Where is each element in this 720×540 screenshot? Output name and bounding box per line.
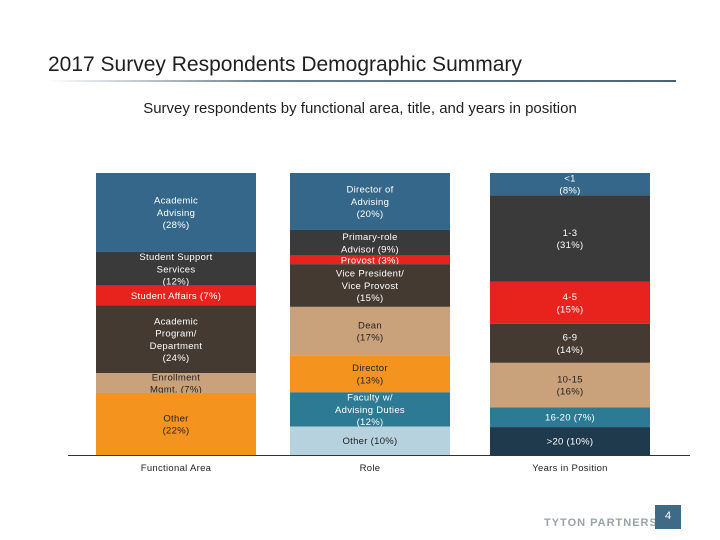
bar-segment-years-in-position-6 <box>490 427 650 455</box>
bar-segment-role-7 <box>290 426 450 455</box>
bar-segment-role-3 <box>290 264 450 307</box>
bar-segment-role-1 <box>290 229 450 256</box>
segment-label-years-in-position-6: >20 (10%) <box>547 436 594 447</box>
bar-segment-role-5 <box>290 355 450 393</box>
segment-label-years-in-position-1: 1-3 (31%) <box>557 228 584 251</box>
page-title: 2017 Survey Respondents Demographic Summ… <box>48 53 522 76</box>
segment-label-role-7: Other (10%) <box>342 436 397 447</box>
bar-segment-role-0 <box>290 173 450 230</box>
bar-segment-years-in-position-1 <box>490 195 650 282</box>
bar-segment-years-in-position-5 <box>490 407 650 428</box>
segment-label-role-5: Director (13%) <box>352 363 388 386</box>
segment-label-role-2: Provost (3%) <box>341 255 400 266</box>
segment-label-role-0: Director of Advising (20%) <box>346 185 393 220</box>
bar-segment-years-in-position-0 <box>490 173 650 196</box>
bar-segment-functional-area-1 <box>96 251 256 286</box>
category-label-functional-area: Functional Area <box>141 463 212 474</box>
segment-label-functional-area-1: Student Support Services (12%) <box>139 252 212 287</box>
segment-label-role-6: Faculty w/Advising Duties (12%) <box>335 393 405 428</box>
bar-segment-functional-area-4 <box>96 373 256 393</box>
segment-label-functional-area-5: Other (22%) <box>163 413 190 436</box>
segment-label-years-in-position-5: 16-20 (7%) <box>545 413 595 424</box>
bar-functional-area: Academic Advising (28%) Student Support Serv… <box>96 173 256 455</box>
segment-label-functional-area-0: Academic Advising (28%) <box>154 196 198 231</box>
segment-label-years-in-position-3: 6-9 (14%) <box>557 333 584 356</box>
brand-logo-text: TYTON PARTNERS <box>544 517 658 529</box>
bar-segment-years-in-position-2 <box>490 281 650 324</box>
bar-segment-role-4 <box>290 306 450 356</box>
segment-label-functional-area-4: Enrollment Mgmt. (7%) <box>150 372 202 395</box>
title-underline <box>46 80 676 82</box>
bar-segment-functional-area-5 <box>96 392 256 455</box>
segment-label-role-4: Dean (17%) <box>357 320 384 343</box>
bar-segment-years-in-position-3 <box>490 323 650 363</box>
bar-segment-years-in-position-4 <box>490 362 650 408</box>
bar-role: Director of Advising (20%) Primary-role Advi… <box>290 173 450 455</box>
page-number: 4 <box>655 505 681 529</box>
bar-years-in-position: <1 (8%) 1-3 (31%) 4-5 (15%) 6-9 (14%) 10-15 (16%)… <box>490 173 650 455</box>
category-label-role: Role <box>360 463 381 474</box>
segment-label-functional-area-3: Academic Program/Department (24%) <box>150 316 203 364</box>
segment-label-years-in-position-0: <1 (8%) <box>559 173 580 196</box>
segment-label-years-in-position-4: 10-15 (16%) <box>557 375 584 398</box>
bar-segment-functional-area-0 <box>96 173 256 252</box>
bar-segment-role-2 <box>290 255 450 265</box>
segment-label-functional-area-2: Student Affairs (7%) <box>131 291 221 302</box>
segment-label-role-3: Vice President/Vice Provost (15%) <box>336 269 404 304</box>
segment-label-role-1: Primary-role Advisor (9%) <box>341 232 399 255</box>
bar-segment-functional-area-3 <box>96 305 256 374</box>
chart-subtitle: Survey respondents by functional area, t… <box>143 100 577 117</box>
bar-segment-functional-area-2 <box>96 285 256 306</box>
segment-label-years-in-position-2: 4-5 (15%) <box>557 292 584 315</box>
bar-segment-role-6 <box>290 392 450 427</box>
category-label-years-in-position: Years in Position <box>532 463 608 474</box>
